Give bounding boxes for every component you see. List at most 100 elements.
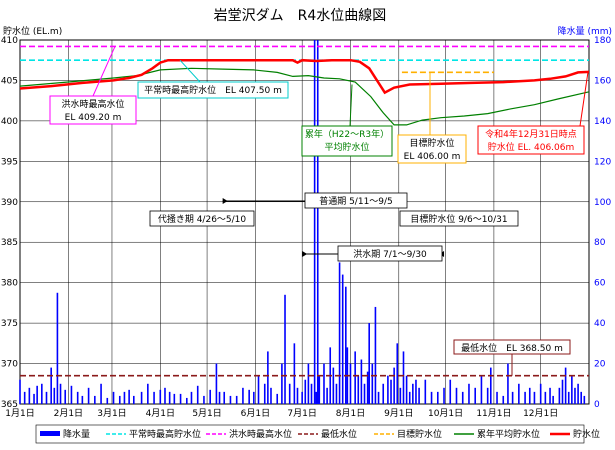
axis-ticks: 365 370 375 380 385 390 395 400 405 410 0 20 40 60 80 1… xyxy=(1,36,612,419)
precip-bar xyxy=(87,387,90,404)
precip-bar xyxy=(580,391,583,404)
precip-bar xyxy=(338,262,341,404)
precip-bar xyxy=(263,383,266,404)
period-target-text: 目標貯水位 9/6～10/31 xyxy=(410,213,507,225)
precip-bar xyxy=(518,383,520,404)
precip-bar xyxy=(354,351,356,404)
precip-bar xyxy=(418,387,420,404)
precip-bar xyxy=(507,363,509,404)
y-right-tick-label: 100 xyxy=(594,198,611,208)
precip-bar xyxy=(489,367,492,404)
y-left-tick-label: 370 xyxy=(1,360,18,370)
x-tick-label: 7月1日 xyxy=(287,408,316,419)
y-right-tick-label: 180 xyxy=(594,36,611,46)
precip-bar xyxy=(159,389,162,404)
legend-label: 平常時最高貯水位 xyxy=(129,428,201,440)
precip-bar xyxy=(267,351,269,404)
period-target-box xyxy=(399,210,519,227)
precip-bar xyxy=(430,391,433,404)
precip-bar xyxy=(583,395,586,404)
precip-bar xyxy=(366,371,369,404)
y-left-tick-label: 405 xyxy=(1,76,18,86)
precip-bar xyxy=(533,391,536,404)
precip-bar xyxy=(28,387,31,404)
precip-bar xyxy=(558,387,561,404)
precip-bar xyxy=(186,397,188,404)
x-tick-label: 2月1日 xyxy=(54,408,83,419)
y-right-tick-label: 80 xyxy=(594,238,606,248)
precip-bar xyxy=(468,383,470,404)
precip-bar xyxy=(276,393,279,404)
precip-bar xyxy=(544,391,547,404)
precip-bar xyxy=(396,343,399,404)
precip-bar xyxy=(496,391,498,404)
current-annotation-leader xyxy=(579,71,589,127)
precip-bar xyxy=(390,379,392,404)
legend-label: 最低水位 xyxy=(321,428,357,440)
period-puddling-text: 代掻き期 4/26～5/10 xyxy=(158,213,247,225)
legend-label: 累年平均貯水位 xyxy=(477,428,540,440)
precip-bar xyxy=(377,391,380,404)
y-right-tick-label: 60 xyxy=(594,279,606,289)
precip-bar xyxy=(405,375,408,404)
avg-level-annotation-text: 累年（H22～R3年） xyxy=(305,128,389,140)
precip-bar xyxy=(326,387,328,404)
precip-bar xyxy=(215,363,218,404)
precip-bar xyxy=(41,383,43,404)
y-left-tick-label: 390 xyxy=(1,198,18,208)
precip-bar xyxy=(318,375,321,404)
y-left-tick-label: 400 xyxy=(1,117,18,127)
precip-bar xyxy=(223,391,226,404)
y-right-tick-label: 160 xyxy=(594,76,611,86)
grid-lines xyxy=(19,39,589,405)
precip-bar xyxy=(449,379,452,404)
precip-bar xyxy=(363,383,366,404)
precip-bar xyxy=(94,395,96,404)
precip-bar xyxy=(564,367,567,404)
x-tick-label: 8月1日 xyxy=(336,408,365,419)
precip-bar xyxy=(371,363,374,404)
precip-bar xyxy=(316,40,319,404)
precip-bar xyxy=(360,359,363,404)
precip-bar xyxy=(412,383,414,404)
y-right-tick-label: 140 xyxy=(594,117,611,127)
target-annotation-box xyxy=(397,134,467,164)
precip-bar xyxy=(23,391,26,404)
avg-level-annotation-text: 平均貯水位 xyxy=(324,141,369,153)
min-level-annotation-text: 最低水位 EL 368.50 m xyxy=(461,342,563,354)
precip-bar xyxy=(296,387,299,404)
precip-bar xyxy=(153,391,155,404)
precip-bar xyxy=(313,40,316,404)
legend-swatch xyxy=(40,431,60,436)
series-line-累年平均貯水位 xyxy=(19,67,590,126)
precip-bar xyxy=(284,294,286,404)
legend-frame xyxy=(35,424,585,444)
precip-bar xyxy=(474,387,476,404)
annotations: 洪水時最高水位 EL 409.20 m 平常時最高貯水位 EL 407.50 m 累年… xyxy=(49,46,589,376)
precip-bar xyxy=(76,391,79,404)
precip-bar xyxy=(561,379,564,404)
precip-bar xyxy=(332,367,335,404)
legend-label: 降水量 xyxy=(63,428,90,440)
chart-title: 岩堂沢ダム R4水位曲線図 xyxy=(214,8,387,24)
precip-bar xyxy=(33,393,35,404)
precip-bar xyxy=(218,391,221,404)
flood-max-annotation-text: EL 409.20 m xyxy=(65,113,122,123)
precip-bar xyxy=(315,391,317,404)
precip-bar xyxy=(253,391,255,404)
precip-bar xyxy=(574,387,576,404)
y-left-tick-label: 375 xyxy=(1,319,18,329)
precip-bar xyxy=(399,387,402,404)
precip-bar xyxy=(349,363,352,404)
period-normal-text: 普通期 5/11～9/5 xyxy=(319,195,393,207)
precip-bar xyxy=(310,383,313,404)
precip-bar xyxy=(323,363,325,404)
precip-bar xyxy=(443,387,445,404)
precip-bar xyxy=(571,375,573,404)
period-puddling-box xyxy=(149,210,255,227)
precip-bar xyxy=(209,389,211,404)
flood-max-annotation-text: 洪水時最高水位 xyxy=(61,98,124,110)
precip-bar xyxy=(59,383,62,404)
y-left-axis-label: 貯水位 (EL.m) xyxy=(3,25,62,37)
precip-bar xyxy=(486,387,489,404)
